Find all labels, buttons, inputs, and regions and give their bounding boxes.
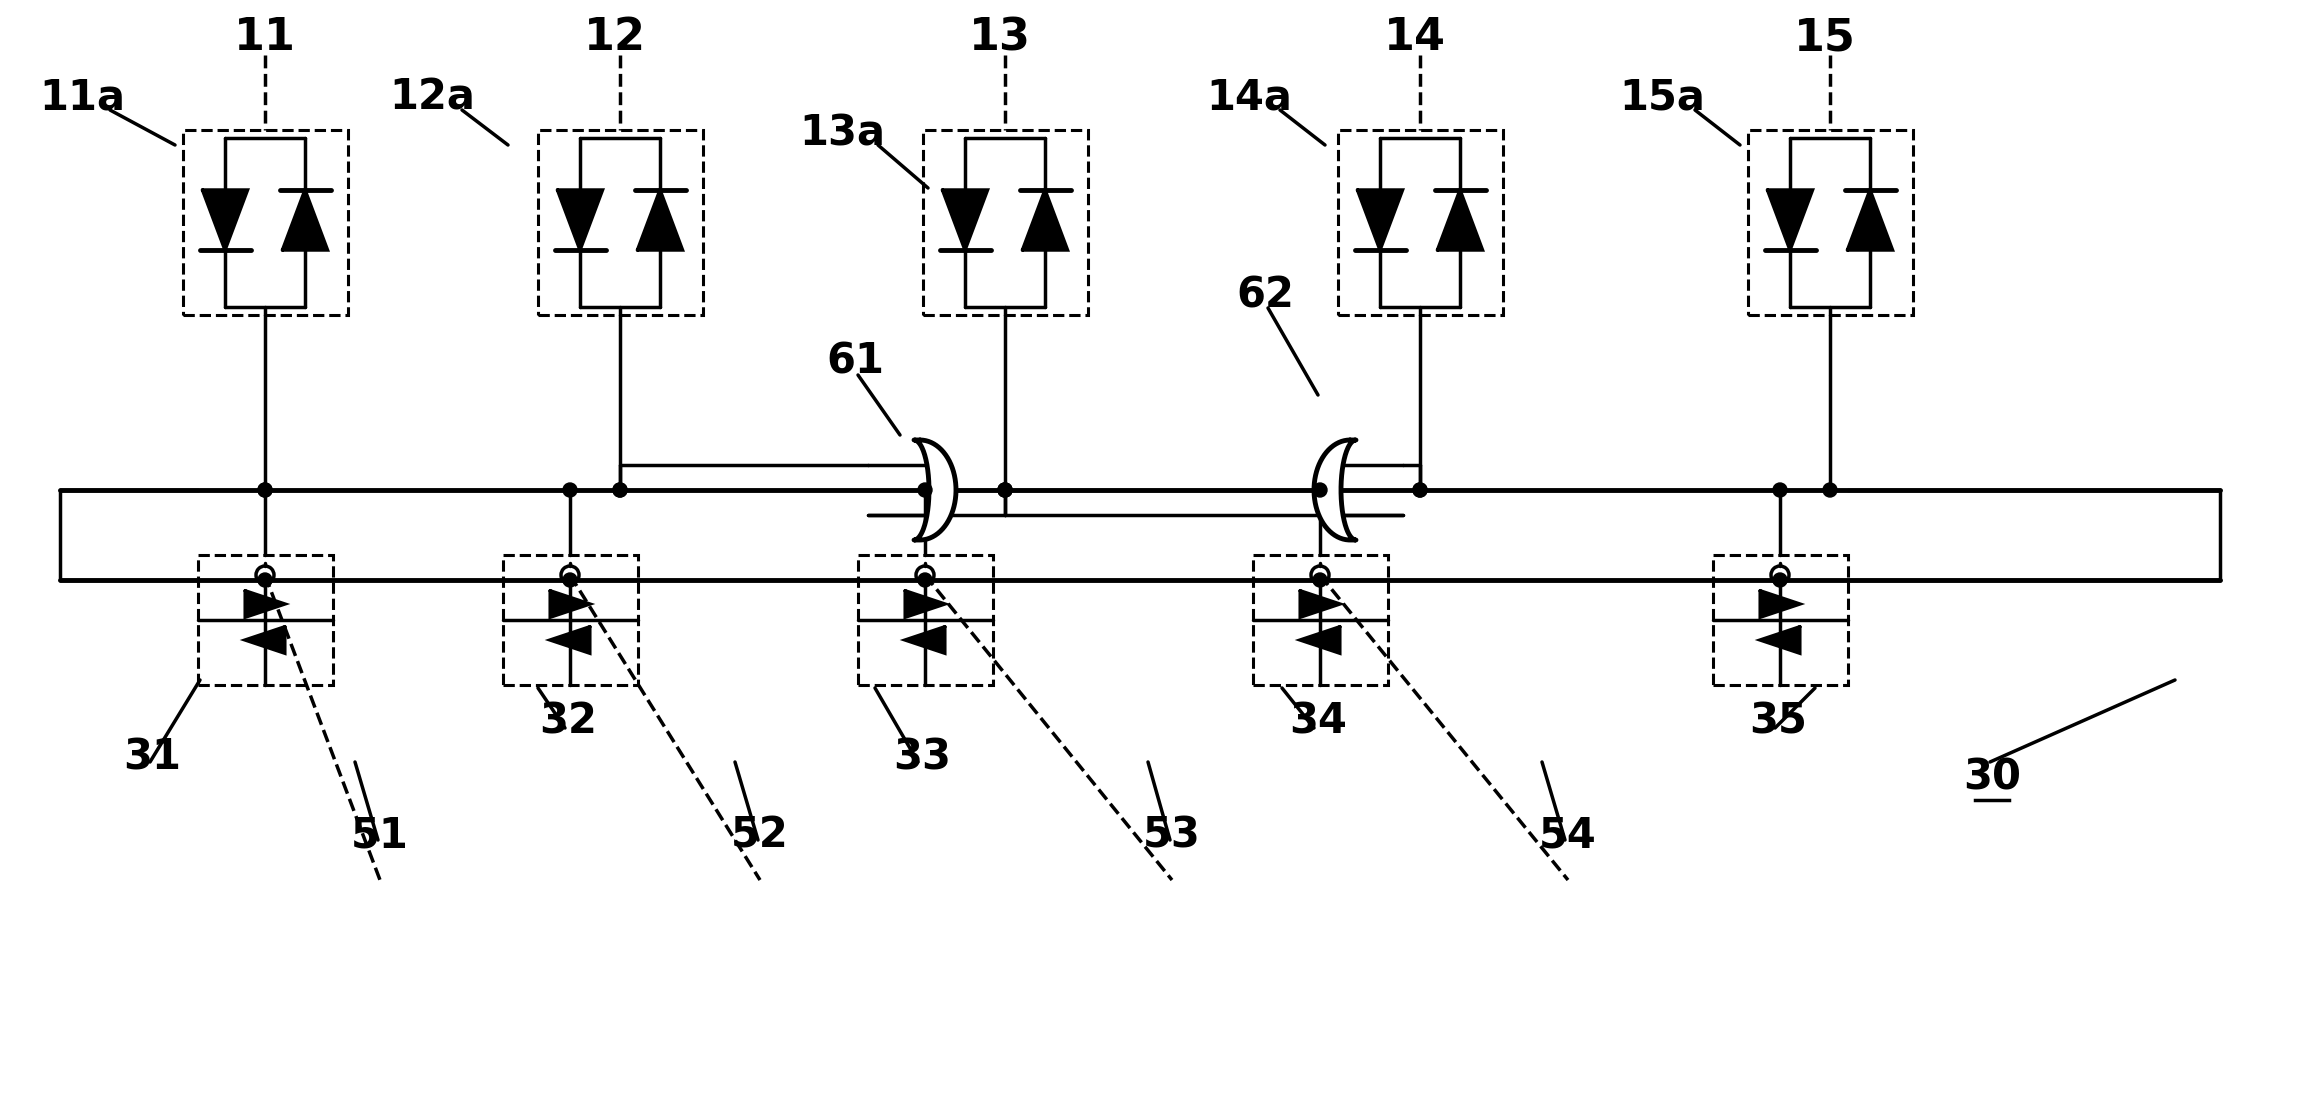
- Circle shape: [258, 573, 272, 587]
- Circle shape: [258, 483, 272, 497]
- Text: 13a: 13a: [799, 112, 884, 154]
- Text: 13: 13: [970, 17, 1032, 59]
- Circle shape: [562, 573, 578, 587]
- Circle shape: [1414, 483, 1428, 497]
- Bar: [924, 130, 1087, 315]
- Text: 15a: 15a: [1619, 77, 1704, 119]
- Text: 52: 52: [730, 814, 790, 855]
- Polygon shape: [244, 626, 286, 653]
- Text: 11: 11: [235, 17, 297, 59]
- Bar: [537, 130, 702, 315]
- Text: 33: 33: [894, 737, 951, 780]
- Text: 34: 34: [1290, 701, 1347, 743]
- Bar: [1748, 130, 1911, 315]
- Polygon shape: [244, 591, 286, 618]
- Bar: [857, 555, 993, 685]
- Polygon shape: [283, 190, 327, 250]
- Polygon shape: [1023, 190, 1069, 250]
- Text: 35: 35: [1748, 701, 1808, 743]
- Bar: [1338, 130, 1502, 315]
- Polygon shape: [1301, 591, 1340, 618]
- Bar: [198, 555, 332, 685]
- Text: 11a: 11a: [39, 77, 124, 119]
- Text: 51: 51: [350, 814, 410, 855]
- Polygon shape: [905, 626, 944, 653]
- Circle shape: [919, 573, 933, 587]
- Text: 62: 62: [1237, 274, 1294, 316]
- Text: 31: 31: [122, 737, 182, 780]
- Circle shape: [1773, 573, 1787, 587]
- Circle shape: [997, 483, 1011, 497]
- Text: 32: 32: [539, 701, 596, 743]
- Polygon shape: [557, 190, 603, 250]
- Bar: [502, 555, 638, 685]
- Polygon shape: [1301, 626, 1340, 653]
- Text: 12a: 12a: [389, 77, 474, 119]
- Polygon shape: [914, 440, 956, 539]
- Polygon shape: [550, 626, 590, 653]
- Polygon shape: [1759, 626, 1801, 653]
- Circle shape: [1313, 573, 1327, 587]
- Text: 30: 30: [1962, 757, 2022, 799]
- Circle shape: [1414, 483, 1428, 497]
- Polygon shape: [638, 190, 682, 250]
- Bar: [1253, 555, 1386, 685]
- Polygon shape: [1766, 190, 1812, 250]
- Polygon shape: [905, 591, 944, 618]
- Circle shape: [1773, 483, 1787, 497]
- Polygon shape: [1759, 591, 1801, 618]
- Polygon shape: [1315, 440, 1356, 539]
- Text: 54: 54: [1538, 814, 1596, 855]
- Bar: [182, 130, 348, 315]
- Polygon shape: [1356, 190, 1403, 250]
- Circle shape: [1313, 483, 1327, 497]
- Polygon shape: [1847, 190, 1893, 250]
- Text: 61: 61: [827, 341, 884, 383]
- Polygon shape: [203, 190, 246, 250]
- Circle shape: [613, 483, 626, 497]
- Text: 14: 14: [1384, 17, 1446, 59]
- Circle shape: [613, 483, 626, 497]
- Circle shape: [997, 483, 1011, 497]
- Text: 53: 53: [1142, 814, 1200, 855]
- Circle shape: [562, 483, 578, 497]
- Circle shape: [258, 483, 272, 497]
- Polygon shape: [942, 190, 988, 250]
- Circle shape: [919, 483, 933, 497]
- Polygon shape: [550, 591, 590, 618]
- Circle shape: [997, 483, 1011, 497]
- Text: 14a: 14a: [1207, 77, 1292, 119]
- Text: 12: 12: [585, 17, 647, 59]
- Circle shape: [1824, 483, 1838, 497]
- Polygon shape: [1437, 190, 1483, 250]
- Bar: [1713, 555, 1847, 685]
- Text: 15: 15: [1794, 17, 1856, 59]
